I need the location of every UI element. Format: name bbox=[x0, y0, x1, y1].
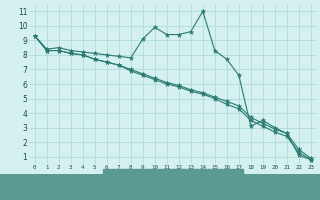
X-axis label: Humidex (Indice chaleur): Humidex (Indice chaleur) bbox=[108, 175, 237, 184]
